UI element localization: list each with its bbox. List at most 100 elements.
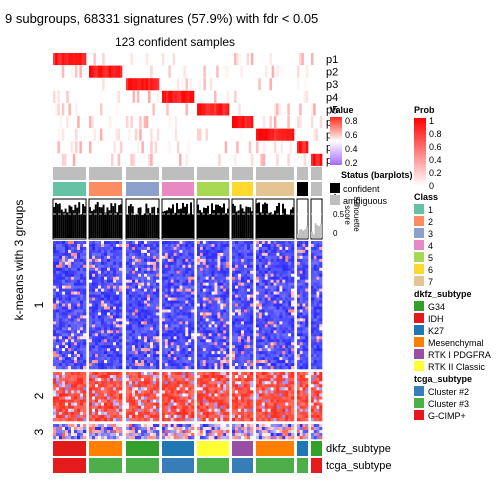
heatmap-cell [147,270,151,275]
heatmap-cell [138,312,142,316]
heatmap-cell [211,276,215,280]
heatmap-cell [217,354,221,358]
heatmap-cell [299,306,303,310]
heatmap-cell [153,414,157,419]
heatmap-cell [116,285,120,289]
heatmap-cell [197,312,201,316]
heatmap-cell [238,381,242,385]
prob-cell [130,78,133,91]
heatmap-cell [285,354,289,358]
heatmap-cell [119,309,123,313]
heatmap-cell [89,327,93,331]
heatmap-cell [71,276,75,280]
heatmap-cell [220,288,224,292]
heatmap-cell [101,324,105,328]
heatmap-cell [59,366,63,370]
heatmap-cell [273,345,277,349]
heatmap-cell [141,327,145,331]
heatmap-cell [238,342,242,346]
heatmap-cell [264,312,268,316]
heatmap-cell [247,381,251,385]
heatmap-cell [98,393,102,397]
heatmap-cell [291,285,295,289]
heatmap-cell [313,306,317,310]
heatmap-cell [250,327,254,331]
heatmap-cell [214,249,218,254]
heatmap-cell [170,276,174,280]
prob-cell [66,116,69,129]
heatmap-cell [95,411,99,416]
heatmap-cell [150,339,154,343]
heatmap-cell [65,318,69,322]
silhouette-bar [233,205,236,238]
heatmap-cell [226,336,230,340]
heatmap-cell [238,345,242,349]
heatmap-cell [89,246,93,251]
heatmap-cell [223,375,227,379]
heatmap-cell [223,264,227,269]
heatmap-cell [170,375,174,379]
heatmap-cell [68,303,72,307]
heatmap-cell [156,375,160,379]
heatmap-cell [182,249,186,254]
heatmap-cell [279,264,283,269]
heatmap-cell [104,342,108,346]
prob-cell [75,128,78,141]
prob-cell [216,103,219,116]
prob-cell [214,90,217,103]
heatmap-cell [74,387,78,391]
heatmap-cell [147,330,151,334]
heatmap-cell [104,282,108,286]
silhouette-bar [276,205,278,238]
silhouette-bar [270,212,272,238]
heatmap-cell [191,249,195,254]
heatmap-cell [273,270,277,275]
heatmap-cell [197,366,201,370]
heatmap-cell [119,291,123,295]
heatmap-cell [107,333,111,337]
prob-cell [240,116,243,129]
heatmap-cell [164,396,169,400]
heatmap-cell [144,309,148,313]
heatmap-cell [173,279,177,283]
heatmap-cell [53,411,57,416]
silhouette-bar [304,229,307,238]
silhouette-bar [258,202,260,238]
heatmap-cell [208,375,212,379]
heatmap-cell [104,255,108,260]
heatmap-cell [270,357,274,361]
heatmap-cell [202,387,207,391]
heatmap-cell [132,285,136,289]
heatmap-cell [176,294,180,298]
heatmap-cell [313,249,317,254]
heatmap-cell [83,300,87,304]
heatmap-cell [261,270,266,275]
prob-cell [102,78,105,91]
heatmap-cell [71,261,75,266]
heatmap-cell [220,387,224,391]
heatmap-cell [182,351,186,355]
silhouette-bar [66,212,69,238]
heatmap-cell [92,258,96,263]
heatmap-cell [164,309,169,313]
heatmap-cell [235,312,239,316]
heatmap-cell [107,241,111,245]
heatmap-cell [173,363,177,367]
heatmap-cell [244,375,248,379]
heatmap-cell [83,309,87,313]
heatmap-cell [182,294,186,298]
heatmap-cell [256,241,260,245]
silhouette-bar [278,202,280,238]
heatmap-cell [244,348,248,352]
heatmap-cell [226,372,230,376]
heatmap-cell [188,243,192,248]
heatmap-cell [153,261,157,266]
heatmap-cell [74,360,78,364]
heatmap-cell [170,324,174,328]
heatmap-cell [147,264,151,269]
heatmap-cell [167,327,172,331]
heatmap-cell [241,399,245,403]
heatmap-cell [261,336,266,340]
heatmap-cell [188,360,192,364]
heatmap-cell [77,393,81,397]
